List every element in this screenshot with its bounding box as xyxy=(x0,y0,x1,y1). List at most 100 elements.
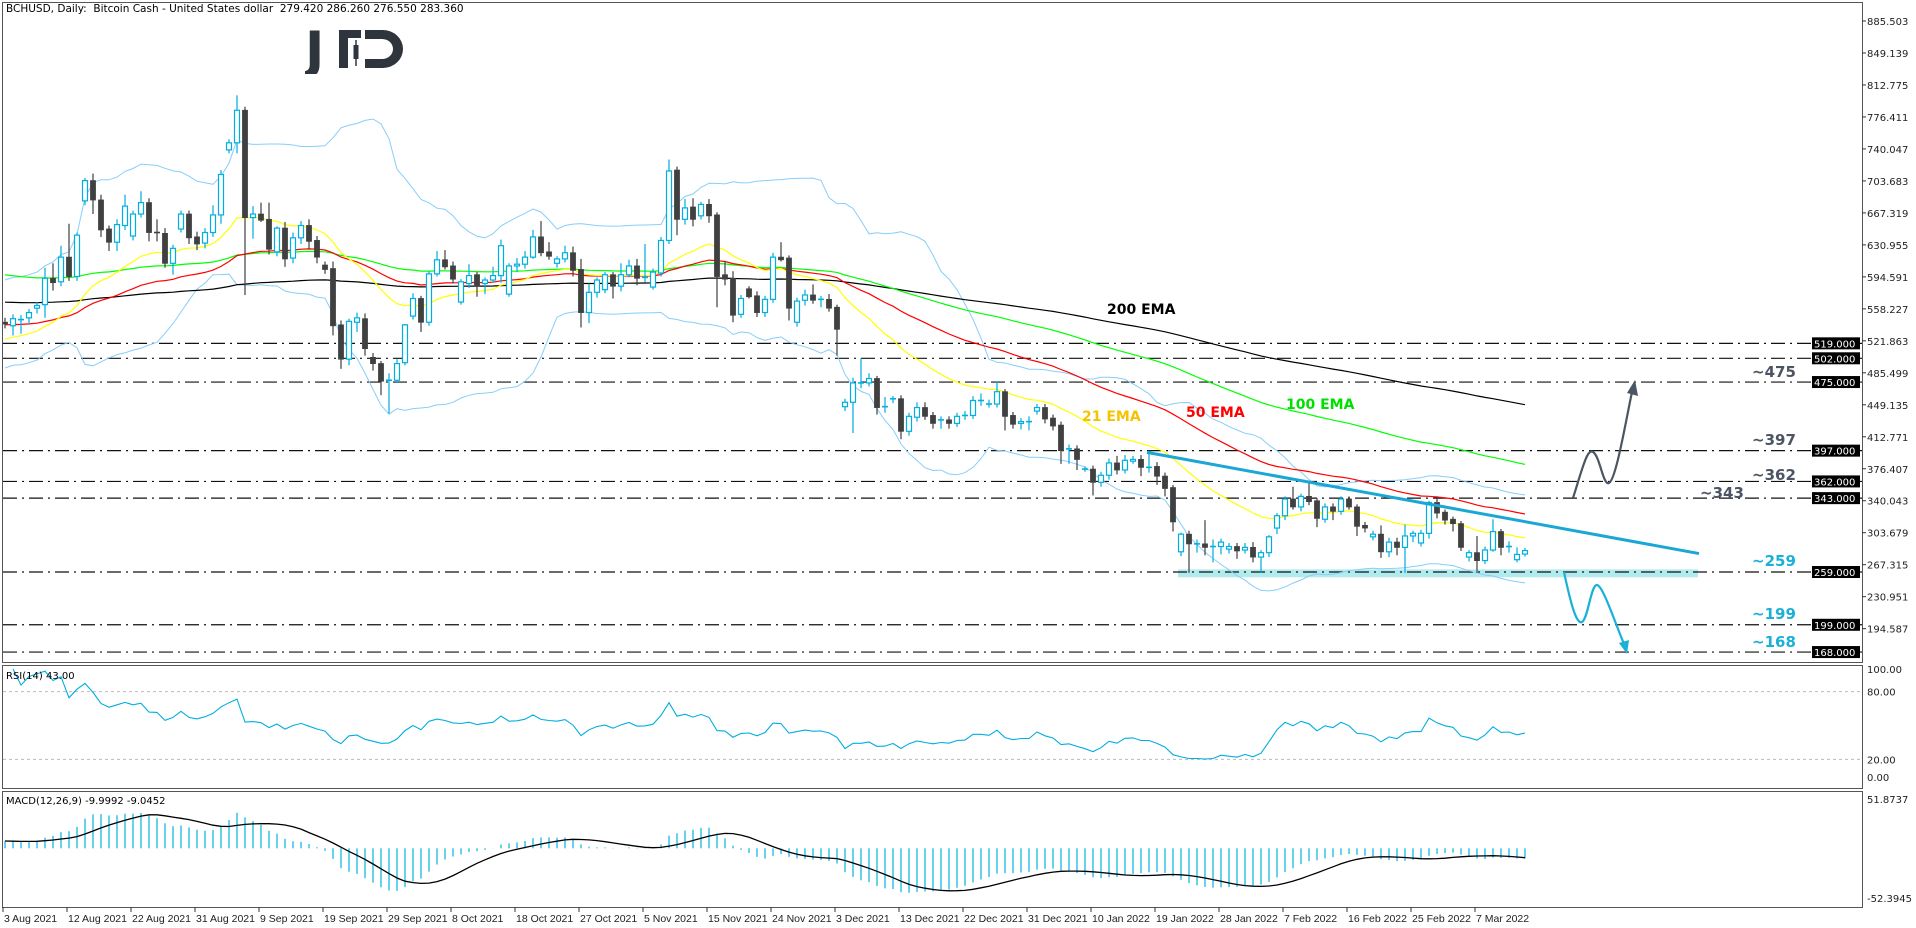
candle[interactable] xyxy=(1265,535,1273,558)
candle[interactable] xyxy=(1506,541,1512,553)
candle[interactable] xyxy=(1058,421,1064,464)
candle[interactable] xyxy=(625,259,633,278)
candle[interactable] xyxy=(266,202,272,255)
candle[interactable] xyxy=(913,402,921,422)
candle[interactable] xyxy=(1225,542,1233,554)
candle[interactable] xyxy=(1458,521,1464,551)
candle[interactable] xyxy=(1369,530,1377,541)
candle[interactable] xyxy=(1234,542,1240,559)
candle[interactable] xyxy=(938,416,944,429)
candle[interactable] xyxy=(642,243,648,283)
candle[interactable] xyxy=(1138,455,1144,477)
candle[interactable] xyxy=(657,236,665,277)
candle[interactable] xyxy=(737,294,745,318)
candle[interactable] xyxy=(273,226,281,257)
candle[interactable] xyxy=(442,250,448,270)
candle[interactable] xyxy=(986,399,992,408)
candle[interactable] xyxy=(1097,471,1105,487)
candle[interactable] xyxy=(225,139,233,154)
candle[interactable] xyxy=(1146,450,1152,473)
candle[interactable] xyxy=(634,258,640,286)
candle[interactable] xyxy=(233,95,241,154)
candle[interactable] xyxy=(1346,496,1352,510)
candle[interactable] xyxy=(1210,539,1216,563)
candle[interactable] xyxy=(801,289,809,306)
candle[interactable] xyxy=(993,381,1001,408)
candle[interactable] xyxy=(714,212,720,308)
candle[interactable] xyxy=(690,198,696,227)
candle[interactable] xyxy=(370,353,376,371)
candle[interactable] xyxy=(513,258,521,273)
candle[interactable] xyxy=(1314,498,1320,528)
candle[interactable] xyxy=(874,375,880,415)
candle[interactable] xyxy=(962,411,968,420)
candle[interactable] xyxy=(769,252,777,303)
candle[interactable] xyxy=(1321,503,1329,523)
candle[interactable] xyxy=(1217,538,1225,555)
candle[interactable] xyxy=(457,279,465,305)
candle[interactable] xyxy=(793,297,801,327)
candle[interactable] xyxy=(418,295,424,332)
candle[interactable] xyxy=(90,173,96,215)
candle[interactable] xyxy=(1042,404,1048,424)
candle[interactable] xyxy=(98,194,104,237)
candle[interactable] xyxy=(578,258,584,328)
candle[interactable] xyxy=(1186,530,1192,573)
candle[interactable] xyxy=(177,210,185,233)
candle[interactable] xyxy=(1202,520,1208,556)
candle[interactable] xyxy=(593,277,601,298)
candle[interactable] xyxy=(41,267,49,318)
candle[interactable] xyxy=(345,318,353,366)
candle[interactable] xyxy=(9,314,17,336)
candle[interactable] xyxy=(953,412,961,427)
candle[interactable] xyxy=(1306,480,1312,506)
candle[interactable] xyxy=(314,236,320,264)
candle[interactable] xyxy=(922,402,928,420)
candle[interactable] xyxy=(194,231,200,251)
candle[interactable] xyxy=(353,312,361,332)
candle[interactable] xyxy=(730,271,736,323)
candle[interactable] xyxy=(1129,455,1137,464)
candle[interactable] xyxy=(57,245,65,287)
candle[interactable] xyxy=(1177,532,1185,557)
candle[interactable] xyxy=(249,206,257,239)
candle[interactable] xyxy=(242,106,248,295)
candle[interactable] xyxy=(1417,529,1425,547)
candle[interactable] xyxy=(681,199,689,225)
candle[interactable] xyxy=(1394,537,1400,556)
candle[interactable] xyxy=(1465,550,1473,562)
candle[interactable] xyxy=(978,393,984,406)
candle[interactable] xyxy=(137,191,145,218)
candle[interactable] xyxy=(66,223,72,281)
candle[interactable] xyxy=(1498,528,1504,556)
candle[interactable] xyxy=(561,245,569,263)
candle[interactable] xyxy=(162,228,168,268)
candle[interactable] xyxy=(905,412,913,436)
candle[interactable] xyxy=(890,396,896,404)
candle[interactable] xyxy=(1425,500,1433,539)
candle[interactable] xyxy=(1481,546,1489,565)
candle[interactable] xyxy=(433,250,441,277)
candle[interactable] xyxy=(121,194,129,230)
candle[interactable] xyxy=(1033,404,1041,415)
candle[interactable] xyxy=(649,268,657,290)
candle[interactable] xyxy=(25,309,33,324)
candle[interactable] xyxy=(393,359,401,383)
candle[interactable] xyxy=(1385,537,1393,558)
candle[interactable] xyxy=(386,373,392,414)
candle[interactable] xyxy=(1114,455,1120,475)
candle[interactable] xyxy=(1290,486,1296,510)
candle[interactable] xyxy=(50,263,56,291)
candle[interactable] xyxy=(1330,503,1336,521)
candle[interactable] xyxy=(1281,496,1289,521)
candle[interactable] xyxy=(465,264,473,288)
candle[interactable] xyxy=(154,219,160,242)
candle[interactable] xyxy=(505,263,513,297)
candle[interactable] xyxy=(217,170,225,224)
candle[interactable] xyxy=(818,295,824,308)
candle[interactable] xyxy=(585,283,593,324)
candle[interactable] xyxy=(834,304,840,356)
candle[interactable] xyxy=(858,358,864,389)
candle[interactable] xyxy=(706,199,712,223)
candle[interactable] xyxy=(81,177,89,206)
